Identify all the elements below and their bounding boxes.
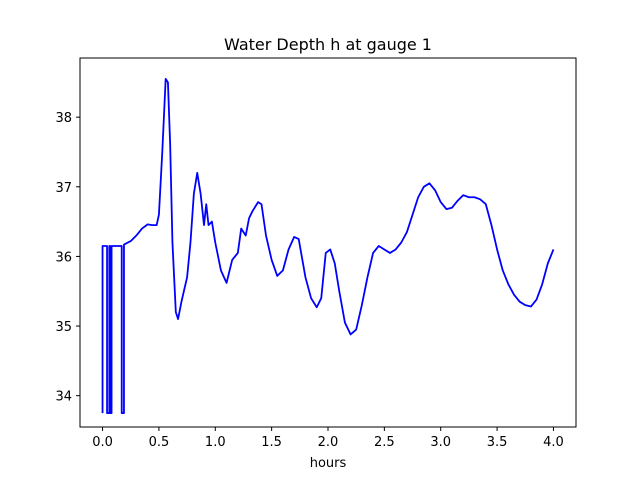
- chart-title: Water Depth h at gauge 1: [224, 35, 432, 54]
- y-tick-label: 38: [55, 111, 72, 126]
- x-tick-label: 4.0: [543, 435, 564, 450]
- y-tick-label: 35: [55, 320, 72, 335]
- y-tick-label: 37: [55, 181, 72, 196]
- x-axis: 0.0 0.5 1.0 1.5 2.0 2.5 3.0 3.5 4.0: [92, 427, 564, 450]
- y-axis: 34 35 36 37 38: [55, 111, 80, 405]
- x-tick-label: 0.0: [92, 435, 113, 450]
- plot-area: [101, 77, 555, 414]
- x-tick-label: 3.0: [430, 435, 451, 450]
- x-tick-label: 2.5: [374, 435, 395, 450]
- x-tick-label: 1.0: [205, 435, 226, 450]
- x-tick-label: 0.5: [149, 435, 170, 450]
- x-axis-label: hours: [310, 456, 347, 471]
- y-tick-label: 34: [55, 390, 72, 405]
- plot-frame: [79, 57, 577, 428]
- series-line-1: [101, 77, 555, 414]
- x-tick-label: 1.5: [261, 435, 282, 450]
- y-tick-label: 36: [55, 250, 72, 265]
- x-tick-label: 3.5: [487, 435, 508, 450]
- x-tick-label: 2.0: [318, 435, 339, 450]
